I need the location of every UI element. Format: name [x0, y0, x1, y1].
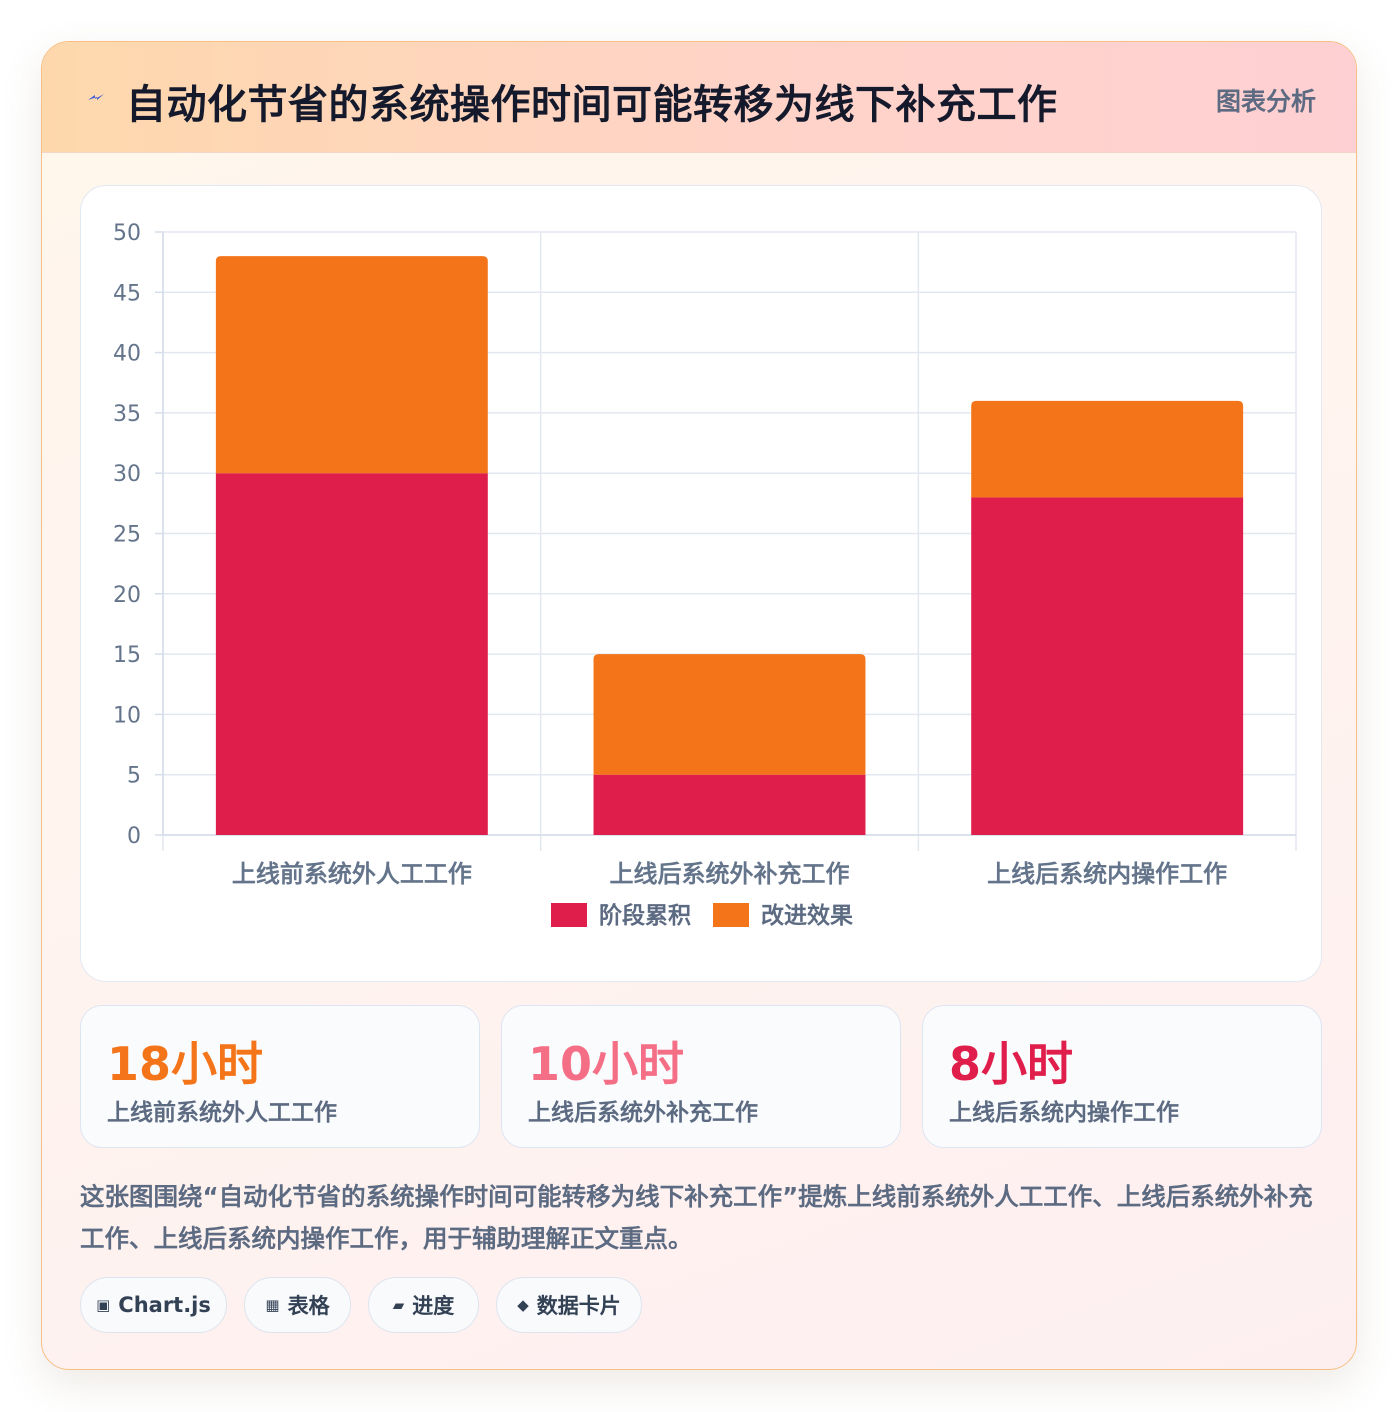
y-tick-label: 35 — [113, 402, 141, 427]
stat-card: 18小时 上线前系统外人工工作 — [80, 1005, 480, 1148]
y-tick-label: 0 — [127, 824, 141, 849]
bar-segment — [971, 400, 1244, 498]
chart-analysis-tag: 图表分析 — [1215, 87, 1316, 116]
lightning-icon — [88, 94, 104, 100]
pill-label: 进度 — [412, 1294, 455, 1318]
y-tick-label: 5 — [127, 764, 141, 789]
y-tick-label: 15 — [113, 643, 141, 668]
legend-swatch — [551, 903, 587, 927]
legend-label: 阶段累积 — [599, 902, 691, 929]
pill-progress[interactable]: ▰ 进度 — [368, 1277, 479, 1333]
bar-segment — [593, 774, 866, 835]
y-tick-label: 40 — [113, 342, 141, 367]
pill-data-card[interactable]: ◆ 数据卡片 — [496, 1277, 642, 1333]
progress-icon: ▰ — [392, 1296, 405, 1314]
pill-label: Chart.js — [118, 1293, 211, 1317]
bar-segment — [593, 654, 866, 775]
card-header: 自动化节省的系统操作时间可能转移为线下补充工作 图表分析 — [42, 42, 1356, 153]
y-tick-label: 25 — [113, 523, 141, 548]
pill-label: 数据卡片 — [536, 1294, 621, 1318]
stat-value: 10小时 — [528, 1037, 685, 1091]
legend-swatch — [713, 903, 749, 927]
card-title: 自动化节省的系统操作时间可能转移为线下补充工作 — [126, 82, 1058, 128]
x-tick-label: 上线后系统外补充工作 — [610, 860, 850, 888]
diamond-icon: ◆ — [517, 1296, 529, 1314]
x-tick-label: 上线后系统内操作工作 — [987, 860, 1227, 888]
y-tick-label: 10 — [113, 703, 141, 728]
y-tick-label: 30 — [113, 462, 141, 487]
stat-label: 上线后系统内操作工作 — [949, 1100, 1179, 1126]
legend-label: 改进效果 — [761, 902, 853, 929]
bar-segment — [215, 256, 488, 474]
stat-value: 18小时 — [107, 1037, 264, 1091]
stat-label: 上线前系统外人工工作 — [107, 1100, 337, 1126]
y-tick-label: 45 — [113, 281, 141, 306]
chart-description: 这张图围绕“自动化节省的系统操作时间可能转移为线下补充工作”提炼上线前系统外人工… — [80, 1182, 1313, 1253]
stacked-bar-chart: 0 5 10 15 20 25 30 35 40 45 50 上线前系统外人工工作 上线后系统外补充工作… — [113, 221, 1297, 929]
pill-table[interactable]: ▦ 表格 — [244, 1277, 351, 1333]
y-tick-label: 20 — [113, 583, 141, 608]
table-icon: ▦ — [265, 1296, 280, 1314]
bar-segment — [215, 473, 488, 835]
pill-chartjs[interactable]: ▣ Chart.js — [80, 1277, 227, 1333]
bar-segment — [971, 497, 1244, 835]
stat-card: 10小时 上线后系统外补充工作 — [501, 1005, 901, 1148]
chart-box-icon: ▣ — [96, 1296, 111, 1314]
stat-label: 上线后系统外补充工作 — [528, 1100, 758, 1126]
stat-card: 8小时 上线后系统内操作工作 — [922, 1005, 1322, 1148]
x-tick-label: 上线前系统外人工工作 — [232, 860, 472, 888]
chart-panel: 0 5 10 15 20 25 30 35 40 45 50 上线前系统外人工工作 上线后系统外补充工作… — [80, 185, 1322, 982]
stat-value: 8小时 — [949, 1037, 1074, 1091]
chart-card: 自动化节省的系统操作时间可能转移为线下补充工作 图表分析 0 5 10 15 20 25 3… — [41, 41, 1357, 1370]
pill-label: 表格 — [287, 1294, 330, 1318]
y-tick-label: 50 — [113, 221, 141, 246]
